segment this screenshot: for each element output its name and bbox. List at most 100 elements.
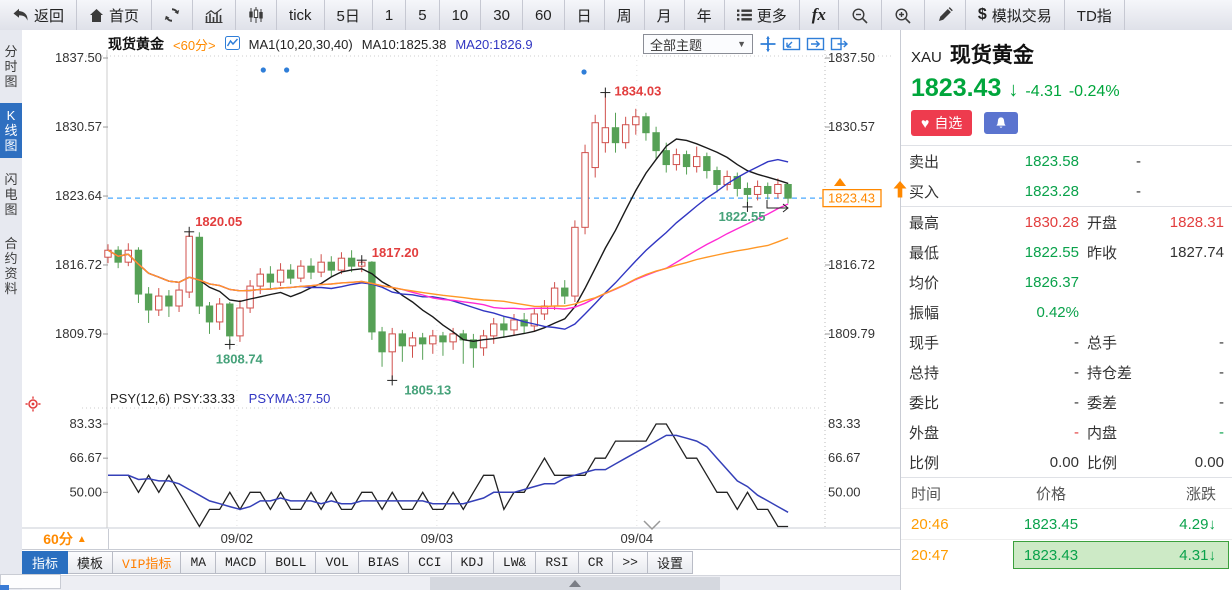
toolbar-period-5[interactable]: 5 <box>406 0 440 30</box>
tab-CR[interactable]: CR <box>578 551 614 574</box>
toolbar-td[interactable]: TD指 <box>1065 0 1125 30</box>
toolbar-period-day[interactable]: 日 <box>565 0 605 30</box>
time-sales-row[interactable]: 20:47 1823.43 4.31↓ <box>901 539 1232 570</box>
quote-value-secondary: - <box>1219 363 1224 381</box>
svg-text:1823.64: 1823.64 <box>55 188 102 203</box>
collapse-chevron-icon <box>643 520 661 531</box>
toolbar-formula-icon[interactable]: fx <box>800 0 839 30</box>
toolbar-zoom-in-icon[interactable] <box>882 0 925 30</box>
quote-row: 最低 1822.55 昨收 1827.74 <box>901 237 1232 267</box>
tab-模板[interactable]: 模板 <box>68 551 114 574</box>
sidebar-char: 分 <box>4 44 18 59</box>
psy-values: PSY(12,6) PSY:33.33 <box>110 391 236 406</box>
sidebar-char: 料 <box>4 281 18 296</box>
quote-value: 1826.37 <box>1024 273 1079 291</box>
sidebar-item-time-share[interactable]: 分时图 <box>0 39 22 94</box>
toolbar-home[interactable]: 首页 <box>77 0 153 30</box>
favorite-button[interactable]: ♥ 自选 <box>911 110 973 136</box>
toolbar-period-5d[interactable]: 5日 <box>325 0 373 30</box>
tab-VOL[interactable]: VOL <box>316 551 359 574</box>
sidebar-char: 电 <box>4 187 18 202</box>
sidebar-char: 资 <box>4 266 18 281</box>
svg-text:1823.43: 1823.43 <box>828 191 875 206</box>
tab-设置[interactable]: 设置 <box>647 551 693 574</box>
toolbar-period-60[interactable]: 60 <box>523 0 565 30</box>
scrollbar-handle[interactable] <box>430 577 720 590</box>
tab-LW&[interactable]: LW& <box>493 551 537 574</box>
kline-chart[interactable]: 1820.05 1808.74 1817.20 1805.13 1834.03 1822.… <box>22 30 900 550</box>
tab-MA[interactable]: MA <box>181 551 217 574</box>
toolbar-period-year[interactable]: 年 <box>685 0 725 30</box>
toolbar-period-1[interactable]: 1 <box>373 0 407 30</box>
time-sales-row[interactable]: 20:46 1823.45 4.29↓ <box>901 508 1232 539</box>
last-price-row: 1823.43 ↓ -4.31 -0.24% <box>901 69 1232 103</box>
tab-VIP指标[interactable]: VIP指标 <box>113 551 182 574</box>
tab-BOLL[interactable]: BOLL <box>266 551 317 574</box>
quote-row: 总持 - 持仓差 - <box>901 357 1232 387</box>
toolbar-more[interactable]: 更多 <box>725 0 800 30</box>
svg-text:09/04: 09/04 <box>621 531 654 546</box>
tab-KDJ[interactable]: KDJ <box>451 551 494 574</box>
toolbar-area-chart-icon[interactable] <box>193 0 237 30</box>
quote-value: - <box>1074 333 1079 351</box>
period-selector[interactable]: 60分 ▲ <box>22 529 109 549</box>
trade-time: 20:47 <box>911 546 949 564</box>
tab-RSI[interactable]: RSI <box>536 551 579 574</box>
crosshair-tool-icon[interactable] <box>758 35 777 53</box>
svg-text:1830.57: 1830.57 <box>55 119 102 134</box>
last-price: 1823.43 <box>911 74 1002 102</box>
tab-CCI[interactable]: CCI <box>409 551 452 574</box>
quote-row: 现手 - 总手 - <box>901 327 1232 357</box>
toolbar-zoom-out-icon[interactable] <box>839 0 882 30</box>
sidebar-char: 图 <box>4 138 18 153</box>
pane-export-icon[interactable] <box>830 35 849 53</box>
quote-value: - <box>1074 363 1079 381</box>
sidebar-item-lightning[interactable]: 闪电图 <box>0 167 22 222</box>
pane-forward-icon[interactable] <box>806 35 825 53</box>
quote-label: 现手 <box>909 334 940 352</box>
toolbar-period-10[interactable]: 10 <box>440 0 482 30</box>
toolbar-candle-chart-icon[interactable] <box>236 0 278 30</box>
indicator-settings-icon[interactable] <box>25 396 41 417</box>
toolbar-period-year-label: 年 <box>696 7 712 25</box>
quote-row: 买入 1823.28 - <box>901 176 1232 206</box>
tab->>[interactable]: >> <box>613 551 648 574</box>
quote-label-secondary: 总手 <box>1087 334 1118 352</box>
themes-dropdown[interactable]: 全部主题 ▼ <box>643 34 753 54</box>
quote-value-secondary: 1828.31 <box>1169 213 1224 231</box>
tab-MACD[interactable]: MACD <box>216 551 267 574</box>
toolbar-draw-icon[interactable] <box>925 0 966 30</box>
svg-text:1809.79: 1809.79 <box>828 326 875 341</box>
tab-指标[interactable]: 指标 <box>22 551 69 574</box>
psy-pane: 83.33 83.33 66.67 66.67 50.00 50.00 <box>69 407 861 528</box>
quote-label-secondary: 委差 <box>1087 394 1118 412</box>
toolbar-period-week[interactable]: 周 <box>605 0 645 30</box>
toolbar-back[interactable]: 返回 <box>0 0 78 30</box>
svg-text:66.67: 66.67 <box>69 450 102 465</box>
toolbar-sim-trade[interactable]: $ 模拟交易 <box>966 0 1065 30</box>
toolbar-refresh-icon[interactable] <box>152 0 194 30</box>
axis: 1837.50 1837.50 1830.57 1830.57 1823.64 1823.… <box>22 50 900 550</box>
alert-button[interactable] <box>984 112 1019 134</box>
quote-value: - <box>1074 423 1079 441</box>
toolbar-period-month[interactable]: 月 <box>645 0 685 30</box>
top-toolbar: 返回 首页 tick 5日 1 5 10 30 60 日 周 月 年 更多 fx $ 模拟交易 TD指 <box>0 0 1232 31</box>
price-change-pct: -0.24% <box>1068 83 1120 100</box>
toolbar-period-30-label: 30 <box>493 6 510 24</box>
ma20-value: MA20:1826.9 <box>455 36 533 52</box>
quote-panel: XAU 现货黄金 1823.43 ↓ -4.31 -0.24% ♥ 自选 卖出 1… <box>900 30 1232 590</box>
sidebar-char: 约 <box>4 251 18 266</box>
toolbar-period-30[interactable]: 30 <box>481 0 523 30</box>
quote-value: 0.42% <box>1036 303 1079 321</box>
toolbar-tick[interactable]: tick <box>277 0 325 30</box>
sidebar-item-contract-info[interactable]: 合约资料 <box>0 231 22 301</box>
svg-text:1808.74: 1808.74 <box>216 351 264 366</box>
quote-label-secondary: 比例 <box>1087 454 1118 472</box>
tab-BIAS[interactable]: BIAS <box>358 551 410 574</box>
pane-layout-icon[interactable] <box>782 35 801 53</box>
chart-scrollbar[interactable] <box>22 575 900 590</box>
time-sales-col-1: 价格 <box>1035 485 1066 503</box>
chevron-down-icon: ▼ <box>737 39 746 49</box>
toolbar-tick-label: tick <box>289 6 312 24</box>
